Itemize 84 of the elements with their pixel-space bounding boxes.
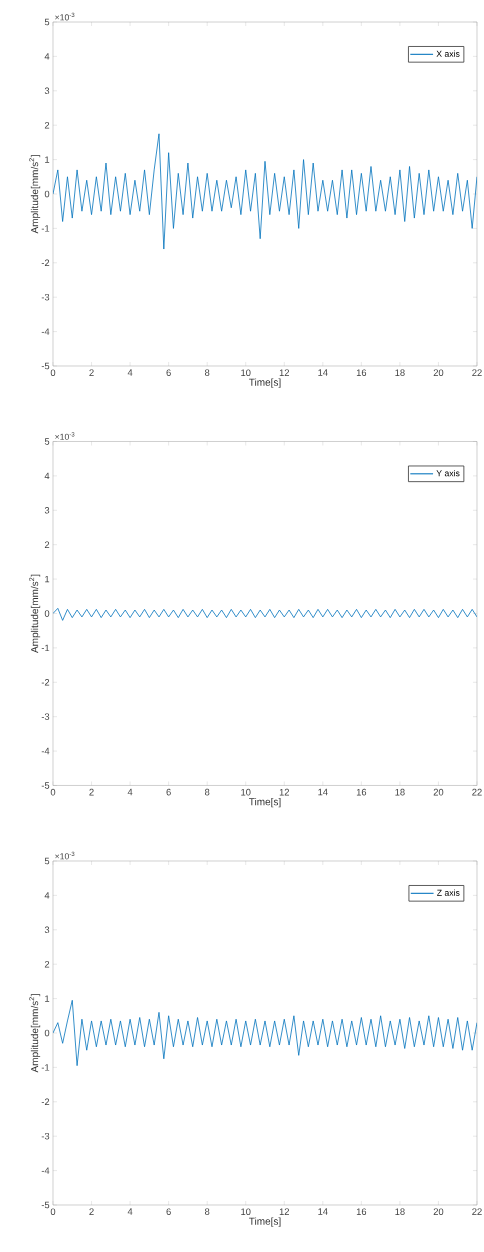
y-tick-label: 1	[45, 575, 50, 583]
x-tick-label: 18	[395, 369, 405, 376]
y-tick-label: 3	[44, 926, 50, 934]
y-tick-label: -2	[41, 259, 50, 267]
y-tick-label: 4	[44, 53, 50, 60]
y-tick-label: 2	[44, 541, 50, 548]
line-series	[53, 607, 477, 621]
y-tick-label: 2	[44, 121, 50, 129]
y-tick-label: -4	[41, 1167, 50, 1174]
x-tick-label: 6	[166, 369, 171, 376]
y-axis-title: Amplitude[mm/s$^{2}$]	[29, 155, 41, 234]
y-tick-label: 0	[44, 610, 50, 617]
legend-label: Y axis	[436, 469, 460, 477]
text: ×10$^{-3}$	[55, 432, 75, 440]
line-series	[53, 999, 477, 1067]
y-tick-label: -3	[41, 293, 50, 301]
text: ×10$^{-3}$	[55, 851, 75, 860]
x-tick-label: 14	[318, 369, 328, 376]
x-tick-label: 16	[356, 1208, 367, 1215]
x-tick-label: 22	[472, 1208, 482, 1215]
y-tick-label: -2	[41, 679, 50, 686]
y-tick-label: -4	[41, 328, 50, 335]
x-axis-title: Time[s]	[249, 1217, 281, 1227]
x-tick-label: 16	[356, 369, 367, 376]
x-tick-label: 10	[241, 369, 251, 376]
x-tick-label: 12	[279, 788, 289, 796]
y-tick-label: 0	[44, 190, 50, 198]
x-tick-label: 4	[127, 788, 133, 796]
x-tick-label: 0	[50, 1208, 56, 1215]
x-tick-label: 20	[433, 369, 444, 376]
y-tick-label: -3	[41, 713, 50, 720]
x-axis-title: Time[s]	[249, 797, 281, 808]
x-tick-label: 0	[50, 369, 56, 376]
x-tick-label: 2	[89, 1208, 94, 1215]
legend-label: X axis	[436, 50, 460, 57]
x-tick-label: 10	[241, 788, 251, 796]
y-tick-label: 5	[44, 18, 50, 26]
x-tick-label: 6	[166, 1208, 171, 1215]
x-tick-label: 6	[166, 788, 171, 796]
x-tick-label: 12	[279, 1208, 289, 1215]
y-tick-label: 1	[45, 156, 50, 163]
x-tick-label: 22	[472, 369, 482, 376]
text: ×10$^{-3}$	[55, 12, 75, 21]
y-tick-label: 3	[44, 507, 50, 514]
y-tick-label: 5	[44, 438, 50, 445]
x-tick-label: 22	[472, 788, 482, 796]
x-tick-label: 0	[50, 788, 56, 796]
y-tick-label: 5	[44, 857, 50, 865]
x-tick-label: 2	[89, 369, 94, 376]
x-tick-label: 12	[279, 369, 289, 376]
y-tick-label: -5	[41, 1201, 50, 1209]
x-tick-label: 2	[89, 788, 94, 796]
y-tick-label: 2	[44, 960, 50, 968]
y-tick-label: 0	[44, 1029, 50, 1037]
y-tick-label: -2	[41, 1098, 50, 1106]
y-tick-label: -4	[41, 747, 50, 755]
legend-label: Z axis	[437, 889, 460, 896]
x-tick-label: 18	[395, 1208, 405, 1215]
line-series	[53, 133, 477, 250]
y-tick-label: -5	[41, 362, 50, 370]
x-axis-title: Time[s]	[249, 378, 281, 388]
y-tick-label: 4	[44, 892, 50, 899]
y-tick-label: -1	[41, 644, 50, 652]
x-tick-label: 16	[356, 788, 367, 796]
x-tick-label: 8	[204, 369, 210, 376]
y-tick-label: -1	[41, 225, 50, 232]
y-tick-label: -3	[41, 1132, 50, 1140]
y-axis-title: Amplitude[mm/s$^{2}$]	[29, 574, 41, 653]
y-axis-title: Amplitude[mm/s$^{2}$]	[29, 994, 41, 1073]
x-tick-label: 8	[204, 788, 210, 796]
x-tick-label: 20	[433, 1208, 444, 1215]
x-tick-label: 4	[127, 1208, 133, 1215]
y-tick-label: 3	[44, 87, 50, 95]
x-tick-label: 10	[241, 1208, 251, 1215]
x-tick-label: 14	[318, 788, 328, 796]
x-tick-label: 18	[395, 788, 405, 796]
x-tick-label: 4	[127, 369, 133, 376]
x-tick-label: 20	[433, 788, 444, 796]
y-tick-label: -5	[41, 782, 50, 789]
y-tick-label: -1	[41, 1064, 50, 1071]
y-tick-label: 1	[45, 995, 50, 1002]
x-tick-label: 8	[204, 1208, 210, 1215]
x-tick-label: 14	[318, 1208, 328, 1215]
y-tick-label: 4	[44, 472, 50, 480]
